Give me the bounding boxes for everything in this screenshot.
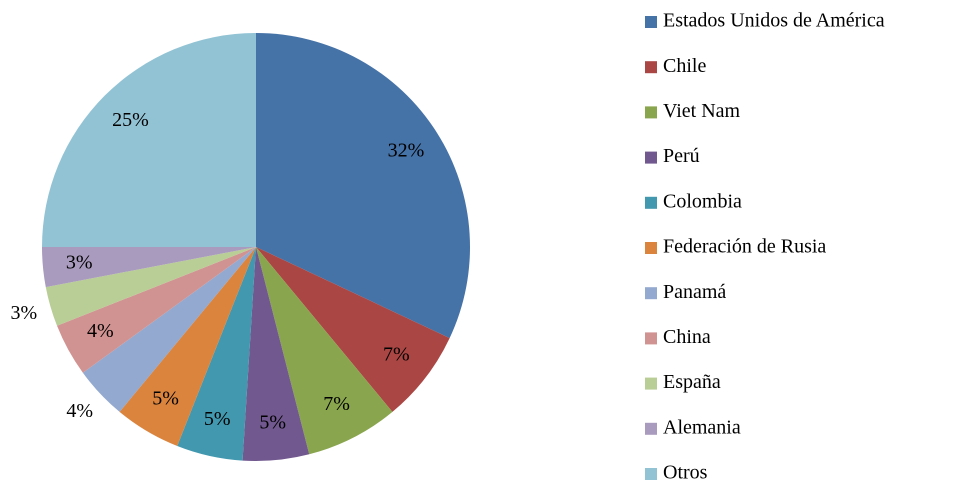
data-label: 4%: [87, 320, 114, 342]
data-label: 7%: [383, 343, 410, 365]
legend-label: Panamá: [663, 281, 726, 303]
legend-swatch: [645, 468, 657, 480]
pie-slice: [256, 247, 450, 412]
legend-label: Estados Unidos de América: [663, 10, 885, 32]
legend-label: Alemania: [663, 416, 741, 438]
pie-slice: [256, 247, 393, 455]
data-label: 4%: [66, 400, 93, 422]
legend-swatch: [645, 196, 657, 209]
legend-label: Colombia: [663, 190, 742, 212]
data-label: 5%: [204, 408, 231, 430]
data-label: 25%: [112, 109, 149, 131]
pie-slice: [242, 247, 310, 461]
legend-swatch: [645, 377, 657, 390]
legend-swatch: [645, 151, 657, 164]
pie-slice: [42, 33, 256, 247]
pie-slice: [42, 247, 256, 288]
data-label: 3%: [10, 302, 37, 324]
legend-swatch: [645, 106, 657, 119]
legend-swatch: [645, 332, 657, 345]
data-label: 7%: [323, 393, 350, 415]
pie-slice: [256, 33, 470, 339]
legend-swatch: [645, 242, 657, 254]
pie-slice: [45, 247, 256, 326]
pie-slice: [177, 247, 256, 461]
legend-label: China: [663, 326, 711, 348]
legend-swatch: [645, 287, 657, 300]
pie-slice: [57, 247, 256, 373]
legend-label: Perú: [663, 145, 700, 167]
legend-label: España: [663, 371, 721, 393]
legend-label: Chile: [663, 55, 706, 77]
data-label: 32%: [388, 139, 425, 161]
legend-swatch: [645, 61, 657, 74]
legend-label: Otros: [663, 462, 708, 484]
data-label: 3%: [66, 251, 93, 273]
legend-label: Viet Nam: [663, 100, 741, 122]
data-label: 5%: [152, 387, 179, 409]
data-label: 5%: [259, 411, 286, 433]
pie-slice: [82, 247, 256, 412]
legend-label: Federación de Rusia: [663, 236, 826, 258]
pie-slice: [119, 247, 256, 446]
legend-swatch: [645, 422, 657, 435]
legend-swatch: [645, 16, 657, 28]
